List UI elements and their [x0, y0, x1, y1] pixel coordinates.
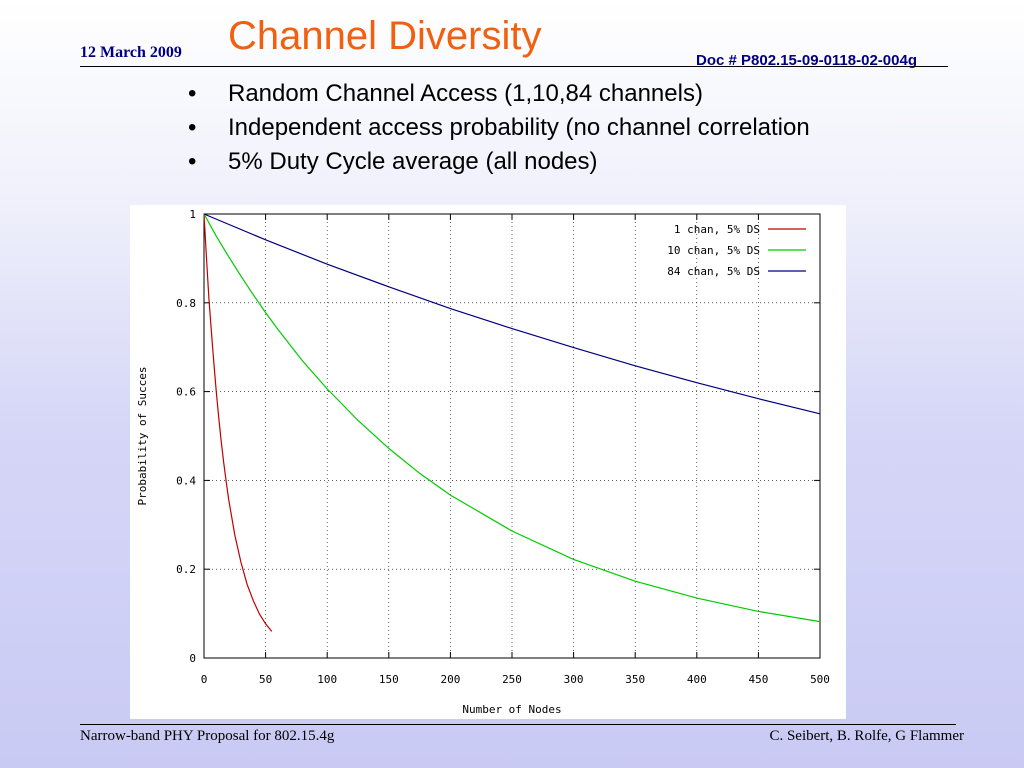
footer-divider [80, 724, 956, 725]
x-tick-label: 300 [564, 673, 584, 686]
x-tick-label: 0 [201, 673, 208, 686]
x-tick-label: 150 [379, 673, 399, 686]
x-tick-label: 100 [317, 673, 337, 686]
grid-layer [203, 213, 821, 659]
x-axis-label: Number of Nodes [462, 703, 561, 716]
slide-date: 12 March 2009 [80, 44, 182, 61]
document-number: Doc # P802.15-09-0118-02-004g [696, 52, 917, 69]
footer-authors: C. Seibert, B. Rolfe, G Flammer [769, 728, 964, 744]
y-tick-label: 1 [189, 208, 196, 221]
tick-layer: 0 50 100 150 200 250 300 350 400 450 500 0 0.2 0.4 0.6… [176, 208, 830, 686]
y-axis-label: Probability of Succes [136, 366, 149, 505]
series-layer [203, 213, 821, 632]
y-tick-label: 0.2 [176, 563, 196, 576]
x-tick-label: 200 [440, 673, 460, 686]
x-tick-label: 450 [748, 673, 768, 686]
success-probability-chart: 0 50 100 150 200 250 300 350 400 450 500 0 0.2 0.4 0.6… [130, 205, 846, 719]
bullet-marker: • [188, 80, 197, 107]
legend: 1 chan, 5% DS 10 chan, 5% DS 84 chan, 5% D… [667, 223, 806, 278]
header-divider [80, 66, 948, 67]
bullet-text: Random Channel Access (1,10,84 channels) [228, 80, 703, 107]
bullet-text: Independent access probability (no chann… [228, 114, 810, 141]
legend-label: 84 chan, 5% DS [667, 265, 760, 278]
y-tick-label: 0.8 [176, 297, 196, 310]
x-tick-label: 50 [259, 673, 272, 686]
bullet-item: • 5% Duty Cycle average (all nodes) [188, 148, 828, 175]
x-tick-label: 250 [502, 673, 522, 686]
x-tick-label: 400 [687, 673, 707, 686]
chart-svg: 0 50 100 150 200 250 300 350 400 450 500 0 0.2 0.4 0.6… [136, 208, 830, 716]
y-tick-label: 0 [189, 652, 196, 665]
series-line [203, 213, 821, 415]
y-tick-label: 0.4 [176, 474, 196, 487]
bullet-item: • Random Channel Access (1,10,84 channels… [188, 80, 828, 107]
legend-label: 10 chan, 5% DS [667, 244, 760, 257]
bullet-list: • Random Channel Access (1,10,84 channels… [188, 80, 828, 182]
series-line [203, 213, 273, 632]
slide-title: Channel Diversity [228, 14, 542, 58]
x-tick-label: 500 [810, 673, 830, 686]
plot-frame [203, 213, 821, 659]
bullet-marker: • [188, 148, 197, 175]
legend-label: 1 chan, 5% DS [674, 223, 760, 236]
series-line [203, 213, 821, 623]
footer-proposal: Narrow-band PHY Proposal for 802.15.4g [80, 728, 335, 744]
bullet-marker: • [188, 114, 197, 141]
x-tick-label: 350 [625, 673, 645, 686]
bullet-text: 5% Duty Cycle average (all nodes) [228, 148, 598, 175]
y-tick-label: 0.6 [176, 386, 196, 399]
bullet-item: • Independent access probability (no chan… [188, 114, 828, 141]
